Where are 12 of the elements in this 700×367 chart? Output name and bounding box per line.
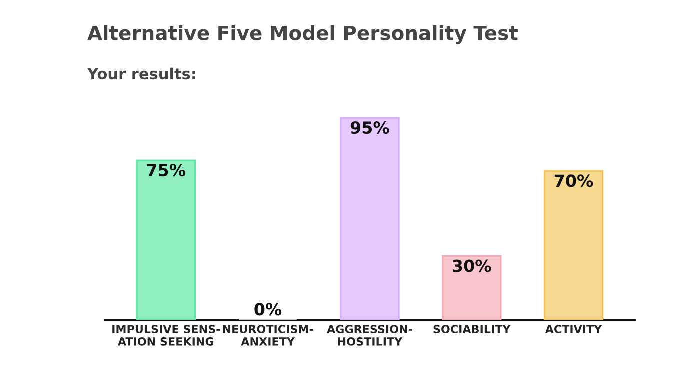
chart-subtitle: Your results: [87,68,196,80]
x-tick-label: AGGRESSION- HOSTILITY [327,325,412,346]
data-label: 70% [554,174,594,188]
x-tick-label: IMPULSIVE SENS- ATION SEEKING [112,325,220,346]
x-tick-label: ACTIVITY [545,325,602,334]
x-tick-label: SOCIABILITY [434,325,511,334]
data-label: 30% [453,260,492,272]
chart-title: Alternative Five Model Personality Test [88,25,518,44]
x-tick-label: NEUROTICISM- ANXIETY [223,325,314,346]
data-label: 95% [350,121,390,134]
data-label: 75% [147,164,186,177]
data-label: 0% [254,303,282,316]
